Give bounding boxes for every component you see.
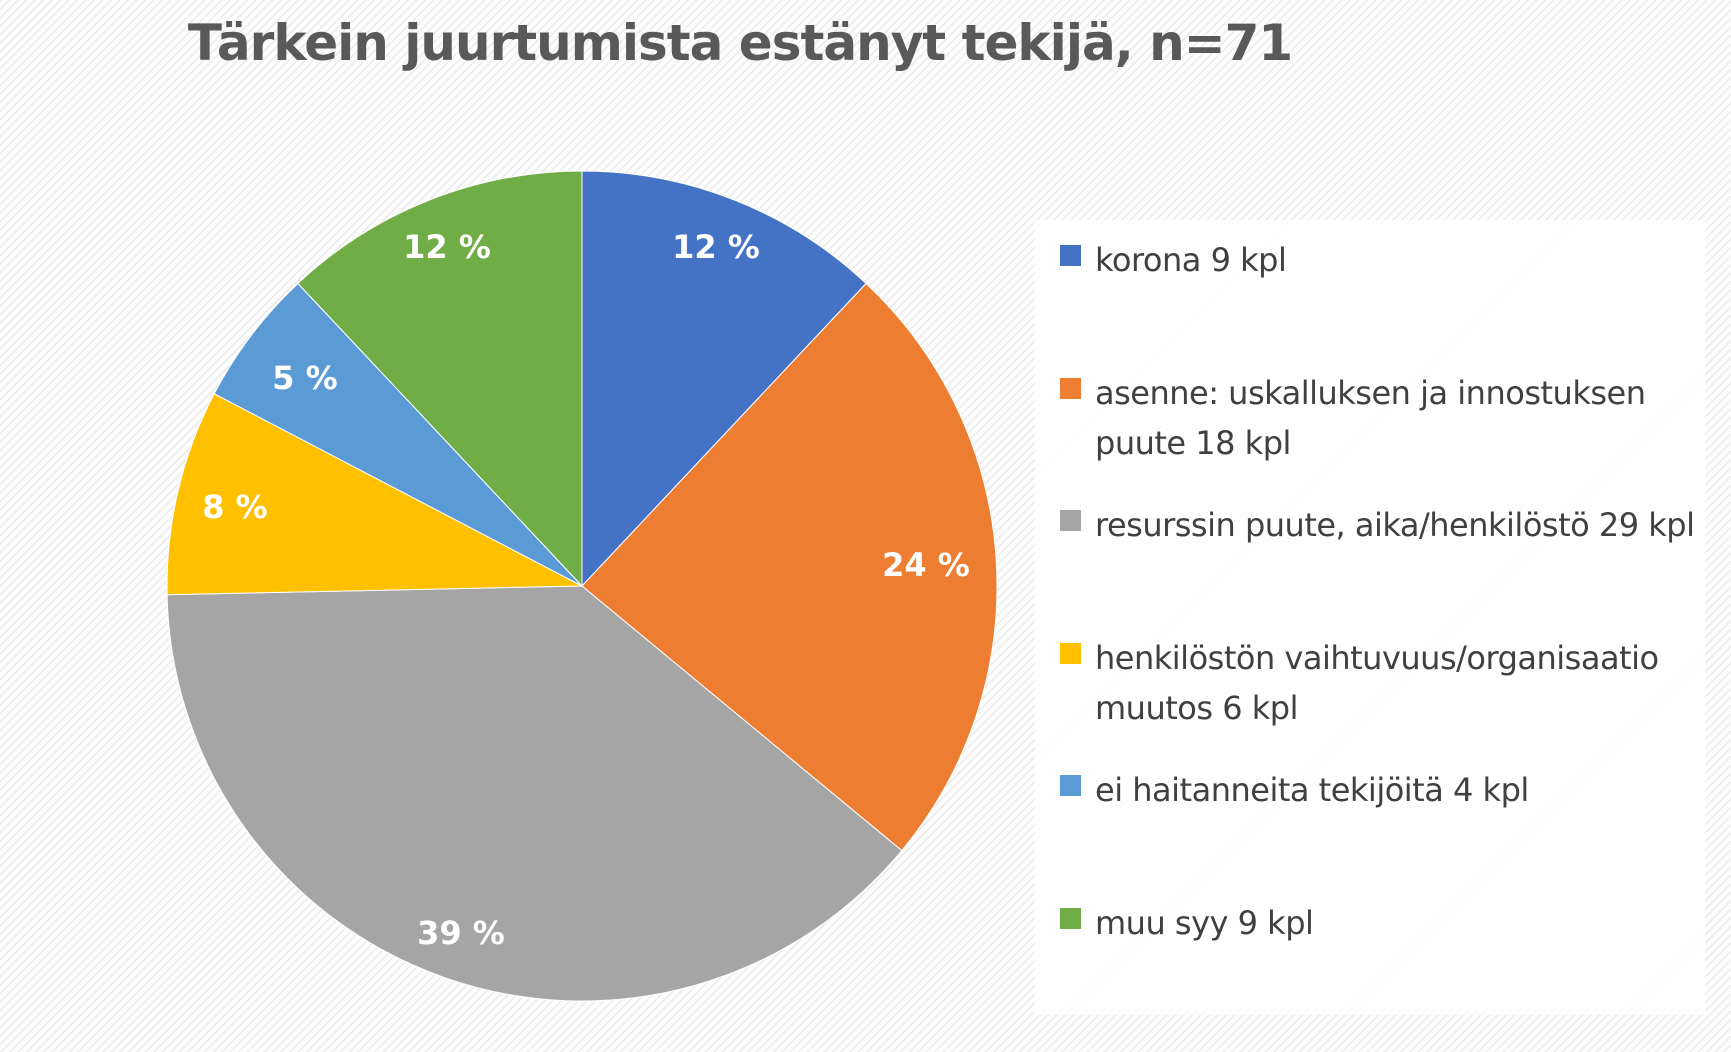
pie-label-vaihtuvuus: 8 %	[202, 488, 267, 526]
pie-label-ei-haitanneita: 5 %	[272, 359, 337, 397]
pie-slice-vaihtuvuus	[166, 393, 583, 596]
chart-title: Tärkein juurtumista estänyt tekijä, n=71	[187, 14, 1293, 72]
pie-slice-korona	[581, 170, 867, 588]
legend-label: korona 9 kpl	[1095, 241, 1287, 279]
legend-label: resurssin puute, aika/henkilöstö 29 kpl	[1095, 506, 1695, 544]
legend-item-ei-haitanneita: ei haitanneita tekijöitä 4 kpl	[1060, 765, 1695, 815]
legend-swatch-blue	[1060, 245, 1081, 266]
legend-swatch-lightblue	[1060, 775, 1081, 796]
legend-item-korona: korona 9 kpl	[1060, 235, 1695, 285]
legend-swatch-green	[1060, 908, 1081, 929]
legend-label: ei haitanneita tekijöitä 4 kpl	[1095, 771, 1529, 809]
pie-slice-resurssi	[166, 585, 903, 1002]
pie-slice-asenne	[581, 282, 998, 852]
legend-item-vaihtuvuus: henkilöstön vaihtuvuus/organisaatio muut…	[1060, 633, 1695, 733]
pie-label-muu: 12 %	[403, 228, 491, 266]
legend-label: muu syy 9 kpl	[1095, 904, 1314, 942]
legend-swatch-gray	[1060, 510, 1081, 531]
legend-item-muu: muu syy 9 kpl	[1060, 898, 1695, 948]
legend-swatch-orange	[1060, 378, 1081, 399]
pie-label-korona: 12 %	[672, 228, 760, 266]
pie-slice-ei-haitanneita	[213, 282, 583, 587]
pie-label-resurssi: 39 %	[417, 914, 505, 952]
pie-slice-muu	[297, 170, 583, 588]
legend-swatch-yellow	[1060, 643, 1081, 664]
legend-item-asenne: asenne: uskalluksen ja innostuksen puute…	[1060, 368, 1695, 468]
pie-label-asenne: 24 %	[882, 546, 970, 584]
legend-label: asenne: uskalluksen ja innostuksen puute…	[1095, 374, 1646, 462]
legend-label: henkilöstön vaihtuvuus/organisaatio muut…	[1095, 639, 1659, 727]
chart-legend: korona 9 kpl asenne: uskalluksen ja inno…	[1035, 220, 1705, 1015]
legend-item-resurssi: resurssin puute, aika/henkilöstö 29 kpl	[1060, 500, 1695, 550]
